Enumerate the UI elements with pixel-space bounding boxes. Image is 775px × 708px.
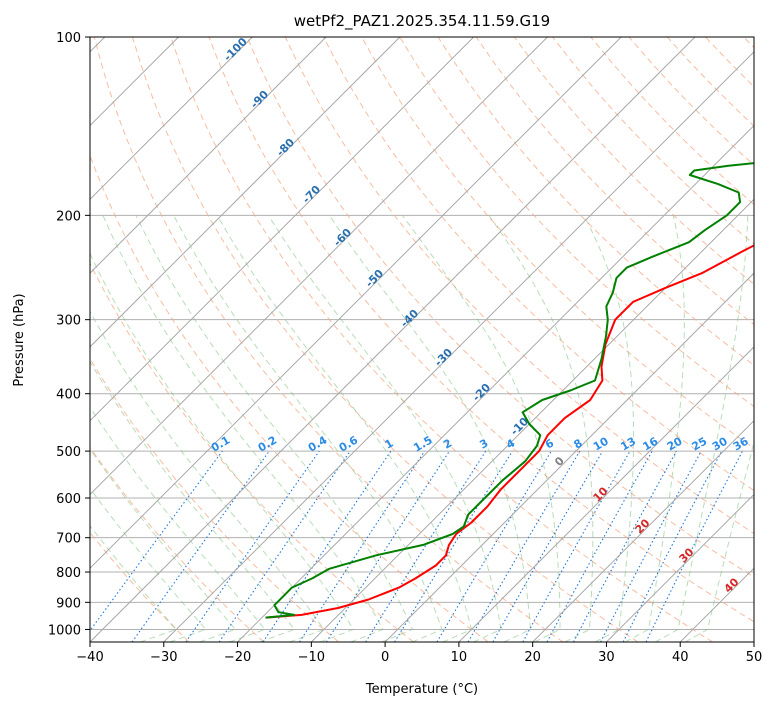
isotherm-line bbox=[606, 493, 754, 642]
isotherm-line bbox=[90, 37, 475, 422]
isotherm-line bbox=[90, 37, 696, 642]
moist-adiabat-line bbox=[625, 215, 685, 642]
moist-adiabat-line bbox=[173, 215, 443, 642]
dry-adiabats bbox=[90, 37, 754, 642]
moist-adiabat-line bbox=[583, 215, 635, 642]
x-axis-label: Temperature (°C) bbox=[365, 682, 478, 697]
x-tick-label: −20 bbox=[224, 650, 251, 665]
moist-adiabat-line bbox=[328, 215, 532, 642]
mixing-ratio-line bbox=[522, 450, 631, 642]
isotherm-line bbox=[90, 37, 622, 569]
moist-adiabat-line bbox=[90, 487, 207, 642]
y-tick-label: 100 bbox=[56, 31, 81, 46]
moist-adiabat-line bbox=[102, 215, 384, 642]
x-tick-label: 50 bbox=[746, 650, 763, 665]
dry-adiabat-line bbox=[90, 446, 265, 642]
x-tick-label: 20 bbox=[524, 650, 541, 665]
y-tick-label: 600 bbox=[56, 492, 81, 507]
y-axis-ticks: 100 200 300 400 500 600 700 800 900 1000 bbox=[48, 31, 90, 638]
isotherm-line bbox=[458, 346, 754, 642]
mixing-ratio-line bbox=[394, 450, 513, 642]
dry-adiabat-line bbox=[132, 37, 639, 642]
x-tick-label: −10 bbox=[298, 650, 325, 665]
y-tick-label: 300 bbox=[56, 314, 81, 329]
x-tick-label: −40 bbox=[76, 650, 103, 665]
isotherm-line bbox=[90, 37, 327, 274]
sounding-profiles bbox=[265, 162, 754, 619]
x-tick-label: 10 bbox=[451, 650, 468, 665]
dry-adiabat-line bbox=[323, 37, 754, 492]
moist-adiabat-line bbox=[90, 406, 266, 642]
mixing-ratio-line bbox=[325, 450, 450, 642]
moist-adiabat-line bbox=[135, 215, 414, 642]
dry-adiabat-line bbox=[90, 262, 414, 642]
mixing-ratio-line bbox=[262, 450, 392, 642]
y-tick-label: 500 bbox=[56, 445, 81, 460]
x-tick-label: −30 bbox=[150, 650, 177, 665]
moist-adiabat-line bbox=[216, 215, 472, 642]
dry-adiabat-line bbox=[399, 37, 754, 408]
moist-adiabat-line bbox=[488, 215, 594, 642]
y-tick-label: 700 bbox=[56, 532, 81, 547]
mixing-ratio-line bbox=[299, 450, 426, 642]
plot-frame bbox=[89, 36, 755, 643]
dry-adiabat-line bbox=[93, 37, 564, 642]
mixing-ratio-line bbox=[131, 450, 270, 642]
y-tick-label: 800 bbox=[56, 566, 81, 581]
dry-adiabat-line bbox=[284, 37, 754, 535]
mixing-ratio-line bbox=[90, 450, 223, 632]
mixing-ratio-line bbox=[218, 450, 351, 642]
mixing-ratio-line bbox=[185, 450, 320, 642]
isotherm-gridlines bbox=[90, 37, 754, 642]
isotherm-line bbox=[310, 198, 754, 642]
dewpoint-profile-line bbox=[265, 162, 754, 619]
dry-adiabat-line bbox=[246, 37, 754, 578]
isotherm-line bbox=[163, 51, 754, 642]
mixing-ratio-line bbox=[546, 450, 653, 642]
y-tick-label: 200 bbox=[56, 209, 81, 224]
moist-adiabat-line bbox=[90, 448, 237, 642]
moist-adiabat-line bbox=[684, 440, 754, 642]
isotherm-line bbox=[532, 419, 754, 642]
isotherm-line bbox=[90, 37, 401, 348]
mixing-ratio-lines bbox=[90, 450, 743, 642]
x-tick-label: 40 bbox=[672, 650, 689, 665]
x-axis-ticks: −40 −30 −20 −10 0 10 20 30 40 50 bbox=[76, 642, 762, 665]
isotherm-line bbox=[90, 37, 253, 201]
isotherm-line bbox=[90, 37, 548, 496]
moist-adiabat-line bbox=[90, 360, 296, 642]
dry-adiabat-line bbox=[208, 37, 754, 623]
moist-adiabat-line bbox=[655, 215, 749, 642]
moist-adiabat-line bbox=[90, 524, 178, 642]
moist-adiabat-line bbox=[90, 252, 355, 642]
dry-adiabat-line bbox=[513, 37, 754, 285]
mixing-ratio-line bbox=[573, 450, 677, 642]
mixing-ratio-line bbox=[645, 450, 743, 642]
y-axis-label: Pressure (hPa) bbox=[12, 293, 27, 386]
x-tick-label: 0 bbox=[381, 650, 389, 665]
isotherm-line bbox=[384, 272, 754, 642]
dry-adiabat-line bbox=[475, 37, 754, 326]
y-tick-label: 900 bbox=[56, 596, 81, 611]
isobar-gridlines bbox=[90, 37, 754, 630]
moist-adiabat-line bbox=[401, 215, 561, 642]
chart-title: wetPf2_PAZ1.2025.354.11.59.G19 bbox=[294, 12, 550, 31]
dry-adiabat-line bbox=[437, 37, 754, 366]
x-tick-label: 30 bbox=[598, 650, 615, 665]
y-tick-label: 1000 bbox=[48, 623, 81, 638]
plot-area: -100-90-80-70-60-50-40-30-20-10010203040… bbox=[90, 37, 754, 642]
y-tick-label: 400 bbox=[56, 388, 81, 403]
dry-adiabat-line bbox=[90, 357, 339, 642]
temperature-profile-line bbox=[265, 244, 754, 619]
isotherm-line bbox=[237, 124, 754, 642]
